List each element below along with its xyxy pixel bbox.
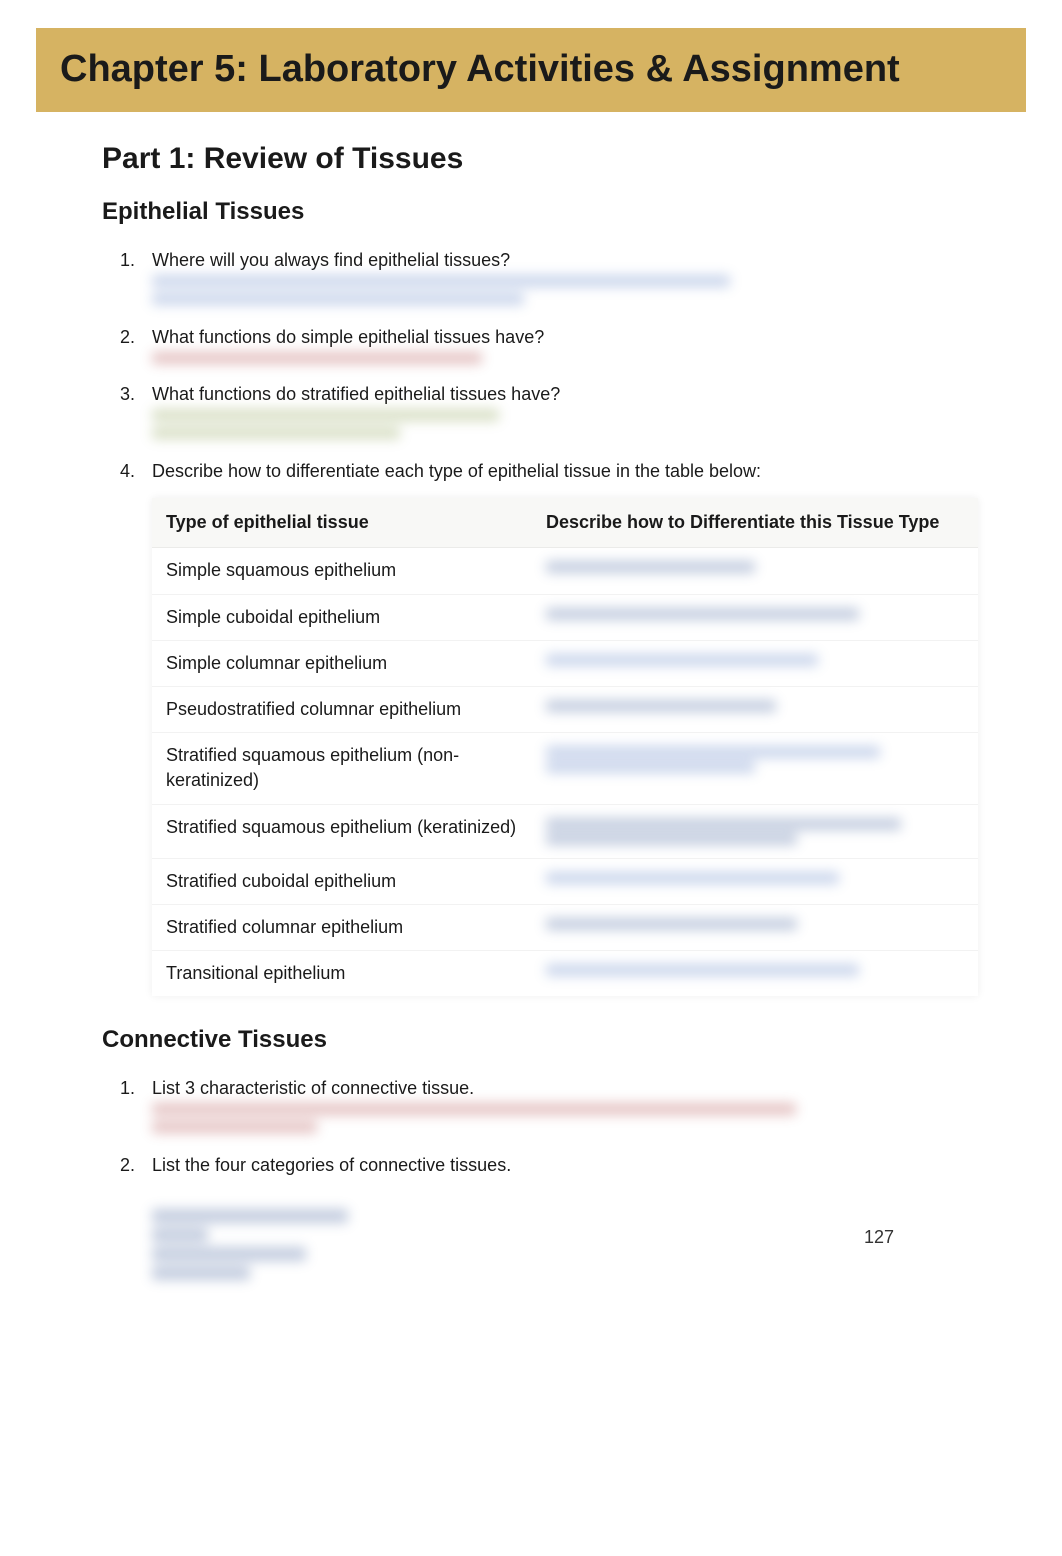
question-item: Describe how to differentiate each type … <box>120 459 978 996</box>
tissue-type-cell: Simple columnar epithelium <box>152 640 532 686</box>
table-row: Stratified columnar epithelium <box>152 904 978 950</box>
epithelial-heading: Epithelial Tissues <box>102 198 978 226</box>
tissue-type-cell: Transitional epithelium <box>152 950 532 996</box>
chapter-title: Chapter 5: Laboratory Activities & Assig… <box>60 46 1002 94</box>
tissue-type-cell: Simple squamous epithelium <box>152 548 532 594</box>
tissue-table: Type of epithelial tissue Describe how t… <box>152 498 978 996</box>
blurred-answer <box>152 275 978 313</box>
table-row: Pseudostratified columnar epithelium <box>152 687 978 733</box>
epithelial-questions: Where will you always find epithelial ti… <box>120 248 978 997</box>
blurred-answer <box>152 352 978 372</box>
blurred-cell <box>532 858 978 904</box>
blurred-cell <box>532 548 978 594</box>
table-row: Stratified squamous epithelium (keratini… <box>152 804 978 858</box>
tissue-type-cell: Simple cuboidal epithelium <box>152 594 532 640</box>
table-row: Simple columnar epithelium <box>152 640 978 686</box>
tissue-type-cell: Pseudostratified columnar epithelium <box>152 687 532 733</box>
question-item: What functions do simple epithelial tiss… <box>120 325 978 372</box>
table-header-col1: Type of epithelial tissue <box>152 498 532 548</box>
blurred-answer <box>152 1103 978 1141</box>
blurred-cell <box>532 950 978 996</box>
table-header-col2: Describe how to Differentiate this Tissu… <box>532 498 978 548</box>
blurred-cell <box>532 733 978 804</box>
tissue-type-cell: Stratified cuboidal epithelium <box>152 858 532 904</box>
blurred-answer <box>152 409 978 447</box>
blurred-cell <box>532 640 978 686</box>
question-text: What functions do simple epithelial tiss… <box>152 327 544 347</box>
table-row: Stratified cuboidal epithelium <box>152 858 978 904</box>
question-text: What functions do stratified epithelial … <box>152 384 560 404</box>
table-row: Transitional epithelium <box>152 950 978 996</box>
connective-heading: Connective Tissues <box>102 1026 978 1054</box>
blurred-answer <box>152 1209 432 1280</box>
part-title: Part 1: Review of Tissues <box>102 142 978 176</box>
content-area: Part 1: Review of Tissues Epithelial Tis… <box>0 112 1062 1280</box>
tissue-type-cell: Stratified squamous epithelium (keratini… <box>152 804 532 858</box>
connective-questions: List 3 characteristic of connective tiss… <box>120 1076 978 1178</box>
question-text: List 3 characteristic of connective tiss… <box>152 1078 474 1098</box>
chapter-banner: Chapter 5: Laboratory Activities & Assig… <box>36 28 1026 112</box>
question-text: Where will you always find epithelial ti… <box>152 250 510 270</box>
table-row: Simple cuboidal epithelium <box>152 594 978 640</box>
blurred-cell <box>532 904 978 950</box>
blurred-cell <box>532 804 978 858</box>
question-item: Where will you always find epithelial ti… <box>120 248 978 313</box>
question-text: List the four categories of connective t… <box>152 1155 511 1175</box>
question-item: What functions do stratified epithelial … <box>120 382 978 447</box>
question-text: Describe how to differentiate each type … <box>152 461 761 481</box>
tissue-type-cell: Stratified columnar epithelium <box>152 904 532 950</box>
question-item: List 3 characteristic of connective tiss… <box>120 1076 978 1141</box>
blurred-cell <box>532 594 978 640</box>
tissue-type-cell: Stratified squamous epithelium (non-kera… <box>152 733 532 804</box>
question-item: List the four categories of connective t… <box>120 1153 978 1178</box>
table-row: Stratified squamous epithelium (non-kera… <box>152 733 978 804</box>
blurred-cell <box>532 687 978 733</box>
table-row: Simple squamous epithelium <box>152 548 978 594</box>
table-header-row: Type of epithelial tissue Describe how t… <box>152 498 978 548</box>
page-number: 127 <box>864 1227 894 1248</box>
